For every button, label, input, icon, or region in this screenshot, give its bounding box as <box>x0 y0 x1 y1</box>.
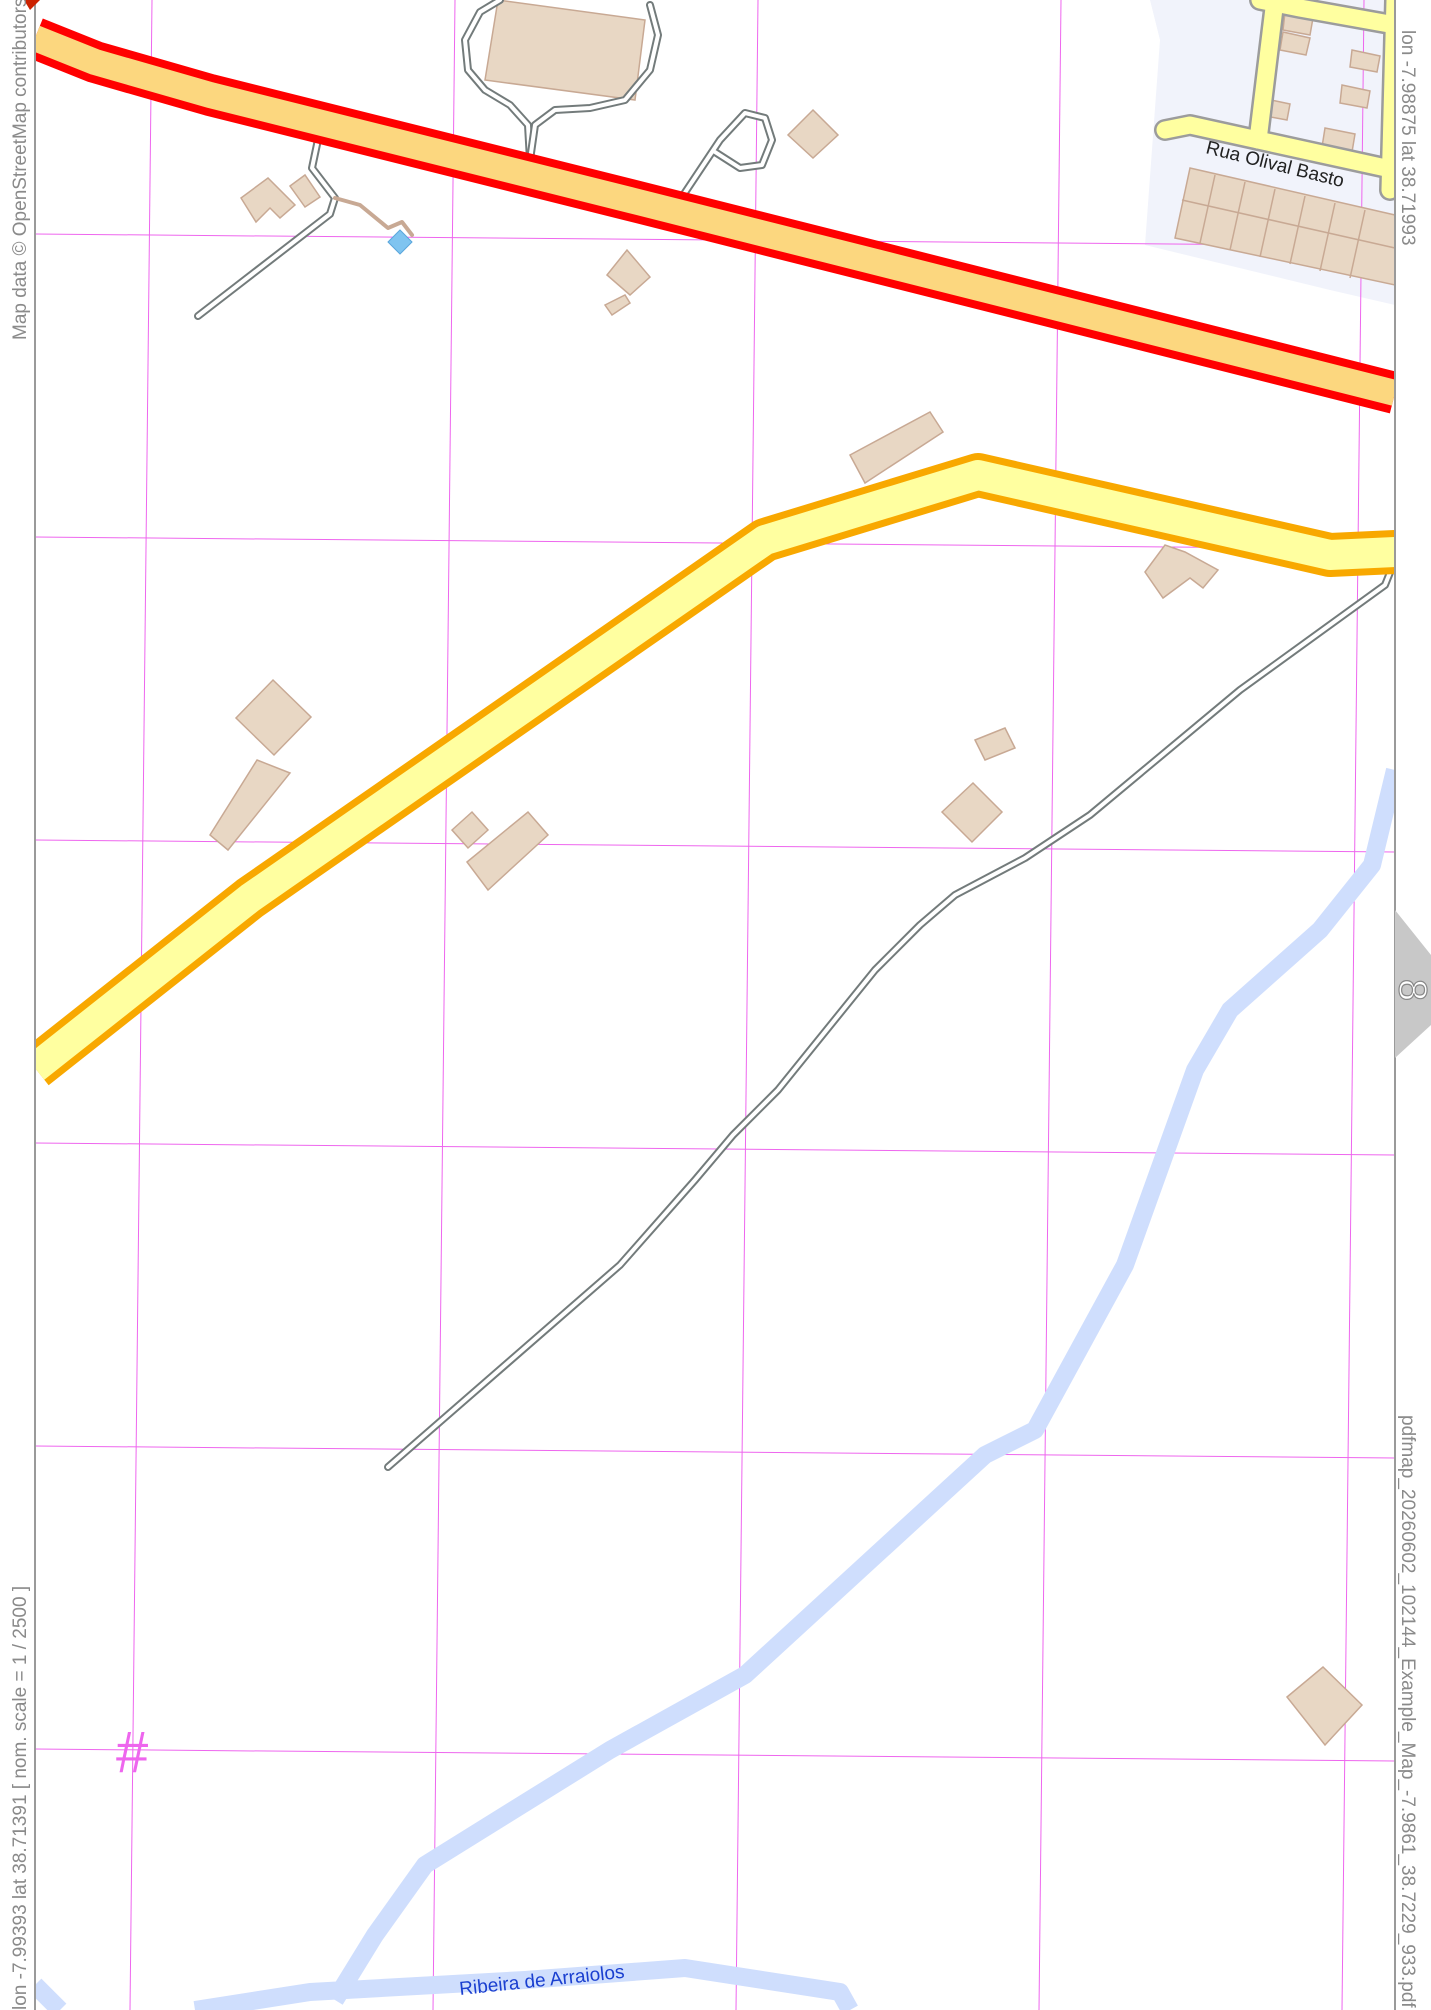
grid-line-h5 <box>34 1445 1396 1459</box>
building <box>209 759 292 852</box>
tracks <box>194 0 1399 1471</box>
building <box>239 177 297 224</box>
divider <box>1229 181 1246 251</box>
building <box>973 727 1017 761</box>
street-fill <box>1251 0 1404 34</box>
corner-coordinates-bottom-left: lon -7.99393 lat 38.71391 [ nom. scale =… <box>10 1586 31 2010</box>
buildings <box>209 0 1396 1747</box>
grid-line-h3 <box>34 839 1396 853</box>
track-hook-fill <box>678 111 774 202</box>
grid-line-v2 <box>432 0 456 2010</box>
building <box>1144 544 1220 600</box>
pool-icon <box>387 229 413 255</box>
terraced-house-dividers <box>1181 174 1396 279</box>
left-margin <box>0 0 35 2010</box>
page-tab-icon[interactable]: 8 <box>1390 910 1431 1058</box>
divider <box>1349 209 1366 279</box>
grid-marker: # <box>116 1720 148 1785</box>
filename-text: pdfmap_20260602_102144_Example_Map_-7.98… <box>1397 1415 1418 2008</box>
divider <box>1259 188 1276 258</box>
grid-line-v4 <box>1038 0 1062 2010</box>
building <box>603 294 632 317</box>
divider <box>1181 199 1396 249</box>
building <box>605 248 652 297</box>
building <box>848 411 945 485</box>
building <box>288 173 322 209</box>
grid-line-v5 <box>1341 0 1365 2010</box>
corner-marker <box>24 0 40 10</box>
attribution-text: Map data © OpenStreetMap contributors <box>10 0 31 340</box>
secondary-road-fill <box>25 460 1396 1080</box>
track-loop-left-fill <box>463 0 532 162</box>
building <box>1279 31 1311 56</box>
corner-coordinates-top-right: lon -7.98875 lat 38.71993 <box>1397 30 1418 246</box>
stream-line-bottom <box>193 1959 858 2010</box>
street-fill <box>1249 0 1284 149</box>
building <box>234 678 313 757</box>
divider <box>1319 202 1336 272</box>
divider <box>1199 174 1216 244</box>
page-number: 8 <box>1390 979 1431 1001</box>
street-rua-olival-basto <box>1156 116 1404 179</box>
footpath <box>333 196 414 237</box>
stream-line-corner <box>28 1978 67 2010</box>
building <box>786 108 840 160</box>
building <box>940 781 1004 844</box>
primary-road <box>27 18 1401 414</box>
track-long-fill <box>386 558 1397 1469</box>
building <box>484 0 646 101</box>
page-tab-shape <box>1395 910 1431 1058</box>
building <box>1349 49 1381 73</box>
secondary-road <box>21 453 1397 1086</box>
divider <box>1289 195 1306 265</box>
grid-line-h6 <box>34 1748 1396 1762</box>
building <box>1285 1665 1364 1747</box>
track-loop-right-fill <box>528 3 660 162</box>
primary-road-fill <box>30 25 1399 406</box>
building <box>465 810 550 892</box>
building <box>1339 84 1371 109</box>
stream-line <box>327 767 1404 2005</box>
building <box>450 810 490 850</box>
